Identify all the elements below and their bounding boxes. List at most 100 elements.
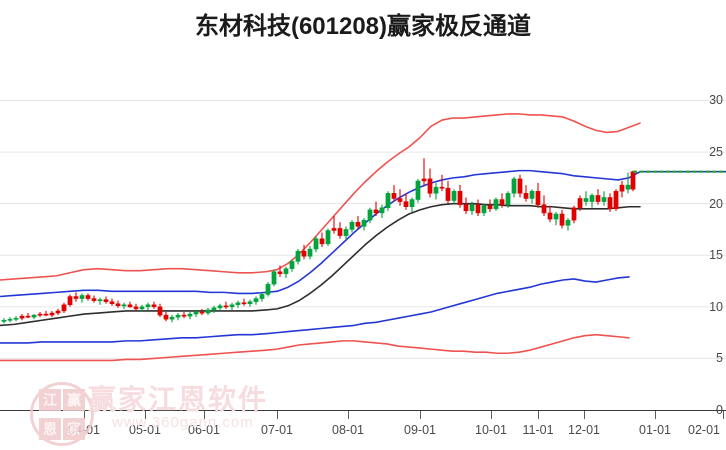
y-axis-tick-label: 30	[709, 93, 723, 108]
candle-body	[229, 304, 235, 308]
candle-body	[481, 205, 487, 214]
candle-body	[121, 304, 127, 307]
candle-body	[109, 301, 115, 304]
band-outer_lower_band	[0, 333, 630, 362]
candle-body	[523, 193, 529, 199]
candle-body	[475, 204, 481, 214]
candle-body	[553, 213, 559, 220]
candle-body	[211, 307, 217, 311]
x-axis-tick	[723, 411, 724, 419]
candle-body	[463, 204, 469, 212]
x-axis-tick-label: 02-01	[688, 423, 720, 437]
candle-body	[403, 201, 409, 207]
candle-body	[313, 238, 319, 250]
candle-body	[601, 197, 607, 202]
candle-body	[61, 304, 67, 312]
candle-body	[415, 180, 421, 200]
candle-body	[85, 295, 91, 299]
candle-body	[619, 184, 625, 192]
candle-body	[547, 212, 553, 220]
candle-body	[193, 311, 199, 315]
candle-body	[295, 250, 301, 262]
candle-body	[349, 221, 355, 230]
x-axis-tick	[145, 411, 146, 419]
candle-body	[409, 199, 415, 207]
candle-body	[589, 195, 595, 202]
candle-body	[43, 313, 49, 316]
candle-body	[457, 191, 463, 205]
x-axis-tick	[584, 411, 585, 419]
candle-body	[271, 271, 277, 285]
x-axis-tick-label: 07-01	[261, 423, 293, 437]
candle-body	[337, 228, 343, 236]
candle-body	[331, 228, 337, 231]
candle-body	[265, 283, 271, 295]
x-axis-tick	[491, 411, 492, 419]
candle-body	[367, 209, 373, 221]
candle-body	[187, 313, 193, 317]
candle-body	[630, 171, 636, 190]
candle-body	[469, 204, 475, 212]
x-axis-tick-label: 06-01	[188, 423, 220, 437]
candle-body	[55, 310, 61, 314]
x-axis-tick	[348, 411, 349, 419]
x-axis-line	[0, 410, 726, 411]
candle-body	[103, 299, 109, 302]
candle-body	[361, 219, 367, 227]
candle-body	[595, 195, 601, 202]
candle-body	[517, 178, 523, 194]
candle-body	[73, 296, 79, 299]
band-outer_upper_band	[0, 113, 641, 281]
candle-body	[79, 295, 85, 299]
candle-body	[247, 301, 253, 304]
candle-body	[49, 312, 55, 316]
x-axis-tick	[204, 411, 205, 419]
candle-body	[289, 261, 295, 269]
candle-body	[235, 302, 241, 306]
candle-body	[163, 314, 169, 320]
y-axis-tick-label: 15	[709, 248, 723, 263]
x-axis-tick-label: 09-01	[404, 423, 436, 437]
candle-body	[439, 186, 445, 189]
x-axis-tick-label: 05-01	[129, 423, 161, 437]
y-axis-tick-label: 25	[709, 145, 723, 160]
candle-body	[493, 199, 499, 210]
candle-body	[151, 304, 157, 308]
grid-lines	[0, 99, 726, 359]
candle-body	[559, 213, 565, 226]
x-axis-tick-label: 04-01	[68, 423, 100, 437]
candle-body	[259, 294, 265, 299]
candle-body	[583, 198, 589, 202]
candle-body	[283, 268, 289, 275]
candle-body	[607, 197, 613, 210]
candle-body	[577, 198, 583, 209]
x-axis-tick-label: 12-01	[568, 423, 600, 437]
y-axis-tick-label: 5	[716, 351, 723, 366]
x-axis-tick	[538, 411, 539, 419]
candle-body	[13, 317, 19, 320]
candle-body	[511, 178, 517, 194]
candle-body	[421, 178, 427, 182]
candle-body	[217, 305, 223, 309]
candle-body	[343, 229, 349, 236]
candlesticks	[1, 158, 636, 324]
candle-body	[145, 304, 151, 308]
candle-body	[133, 306, 139, 310]
candle-body	[67, 296, 73, 306]
page-title: 东材科技(601208)赢家极反通道	[194, 13, 532, 40]
candle-body	[7, 318, 13, 321]
candle-body	[139, 306, 145, 310]
x-axis-tick-label: 01-01	[639, 423, 671, 437]
candle-body	[31, 314, 37, 318]
candle-body	[301, 250, 307, 257]
candle-body	[325, 230, 331, 245]
y-axis-tick-label: 10	[709, 299, 723, 314]
candle-body	[385, 193, 391, 209]
candle-body	[535, 191, 541, 205]
candle-body	[1, 319, 7, 322]
candle-body	[373, 209, 379, 214]
candle-body	[451, 191, 457, 201]
candle-body	[571, 207, 577, 221]
x-axis-tick-label: 10-01	[475, 423, 507, 437]
x-axis-tick	[84, 411, 85, 419]
